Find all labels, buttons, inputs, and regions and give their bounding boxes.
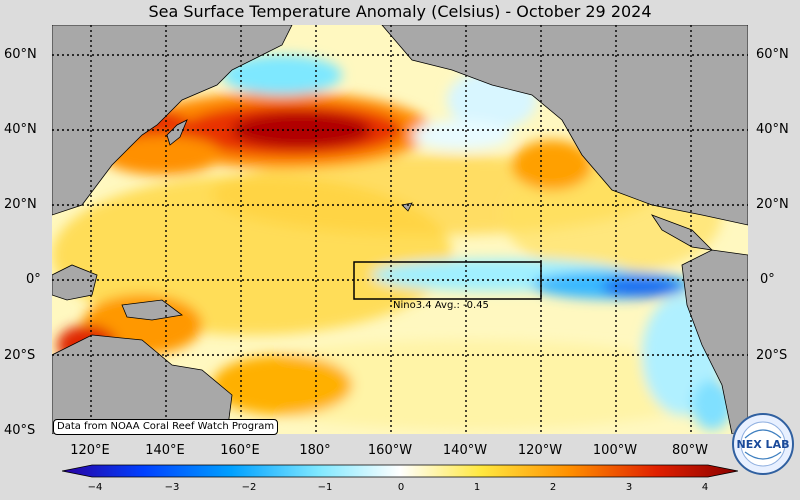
anomaly-map: [52, 25, 748, 434]
logo-text: NEX LAB: [737, 438, 790, 451]
lat-label-left: 0°: [26, 272, 41, 287]
map-title: Sea Surface Temperature Anomaly (Celsius…: [148, 2, 652, 21]
colorbar-tick: −2: [241, 482, 257, 493]
anomaly-field: [52, 25, 748, 434]
lat-label-left: 20°N: [4, 197, 37, 212]
lon-label: 100°W: [592, 443, 638, 458]
nino34-label: Nino3.4 Avg.: -0.45: [393, 300, 489, 311]
lon-label: 140°E: [145, 443, 185, 458]
colorbar-tick: 0: [397, 482, 405, 493]
colorbar-tick: −4: [87, 482, 103, 493]
lat-label-right: 0°: [760, 272, 775, 287]
lat-label-right: 40°N: [756, 122, 789, 137]
lon-label: 160°E: [220, 443, 260, 458]
lat-label-right: 20°N: [756, 197, 789, 212]
colorbar-tick: 2: [549, 482, 557, 493]
graticule: [52, 25, 748, 434]
colorbar-tick: −1: [317, 482, 333, 493]
lon-label: 140°W: [442, 443, 488, 458]
nino34-box: [353, 261, 542, 300]
lon-label: 80°W: [672, 443, 708, 458]
colorbar-tick: −3: [164, 482, 180, 493]
lat-label-right: 20°S: [756, 348, 788, 363]
lat-label-left: 20°S: [4, 348, 36, 363]
lat-label-left: 40°N: [4, 122, 37, 137]
lat-label-right: 60°N: [756, 47, 789, 62]
lon-label: 120°W: [517, 443, 563, 458]
colorbar-tick: 4: [701, 482, 709, 493]
data-credit: Data from NOAA Coral Reef Watch Program: [53, 419, 279, 435]
colorbar-tick: 1: [473, 482, 481, 493]
colorbar-tick: 3: [625, 482, 633, 493]
colorbar: [62, 464, 738, 478]
lon-label: 120°E: [70, 443, 110, 458]
lon-label: 160°W: [367, 443, 413, 458]
nexlab-logo: NEX LAB: [732, 413, 794, 475]
lat-label-left: 40°S: [4, 423, 36, 438]
lat-label-left: 60°N: [4, 47, 37, 62]
lon-label: 180°: [299, 443, 331, 458]
landmasses: [52, 25, 748, 434]
